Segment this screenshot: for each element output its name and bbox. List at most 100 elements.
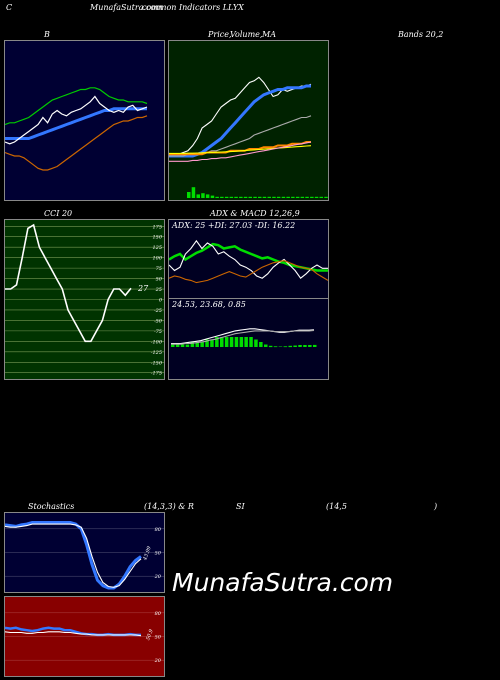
price-title-a: Price, xyxy=(208,30,232,39)
cci-tick-label: 25 xyxy=(155,287,162,293)
watermark: MunafaSutra.com xyxy=(172,568,394,597)
volume-bar xyxy=(253,196,257,198)
volume-bar xyxy=(291,196,295,198)
cci-tick-label: -150 xyxy=(151,360,163,366)
macd-readout: 24.53, 23.68, 0.85 xyxy=(172,300,246,309)
cci-tick-label: -75 xyxy=(154,329,162,335)
macd-hist-bar xyxy=(175,344,180,347)
volume-bar xyxy=(210,195,215,198)
price-panel xyxy=(168,40,329,201)
stock-title: common Indicators LLYX xyxy=(142,3,244,12)
macd-hist-bar xyxy=(254,339,258,347)
volume-bar xyxy=(258,196,262,198)
macd-hist-bar xyxy=(264,344,268,347)
macd-hist-bar xyxy=(229,337,234,347)
volume-bar xyxy=(243,196,248,198)
rsi-panel: 80 50 20 50.9 xyxy=(4,596,165,677)
macd-hist-bar xyxy=(190,342,195,347)
price-ma_short-line xyxy=(169,84,311,158)
volume-bar xyxy=(305,196,309,198)
macd-hist-bar xyxy=(180,344,185,347)
bb-panel xyxy=(4,40,165,201)
rsi-close: ) xyxy=(434,502,438,511)
price-chart xyxy=(169,76,328,198)
volume-bar xyxy=(272,196,276,198)
stoch-d-line xyxy=(5,523,142,588)
macd-signal-line xyxy=(171,329,315,345)
macd-hist-bar xyxy=(298,345,302,347)
volume-bar xyxy=(314,196,319,198)
volume-bar xyxy=(262,196,267,198)
adx-macd-title: ADX & MACD 12,26,9 xyxy=(210,209,300,218)
cci-tick-label: 100 xyxy=(152,256,162,262)
macd-hist-bar xyxy=(249,337,253,347)
adx-panel: ADX: 25 +DI: 27.03 -DI: 16.22 xyxy=(168,219,329,299)
adx-plus_di-line xyxy=(169,239,328,279)
corner-label: C xyxy=(6,3,13,12)
adx-minus_di-line xyxy=(169,260,328,284)
stoch-k-line xyxy=(5,521,142,590)
adx-readout: ADX: 25 +DI: 27.03 -DI: 16.22 xyxy=(172,221,296,230)
macd-hist-bar xyxy=(171,344,175,347)
stoch-last-label: 43.99 xyxy=(142,545,153,562)
rsi-tick-label: 80 xyxy=(155,611,162,617)
volume-bar xyxy=(196,194,200,198)
bb-middle-line xyxy=(5,107,147,140)
macd-hist-bar xyxy=(283,346,288,348)
bb-chart xyxy=(5,87,148,171)
volume-bar xyxy=(324,196,328,198)
volume-bar xyxy=(229,196,234,198)
volume-bar xyxy=(310,196,314,198)
macd-panel: 24.53, 23.68, 0.85 xyxy=(168,298,329,380)
cci-tick-label: 0 xyxy=(159,298,163,304)
cci-tick-label: 50 xyxy=(156,277,163,283)
rsi-params: (14,5 xyxy=(326,502,347,511)
macd-hist-bar xyxy=(268,345,273,348)
price-title-c: MA xyxy=(262,30,276,39)
adx-adx-line xyxy=(169,242,328,272)
cci-chart: 175 150 125 100 75 50 25 0 -25 -50 -75 -100 -125 -150… xyxy=(5,223,164,377)
macd-hist-bar xyxy=(308,345,312,347)
volume-bar xyxy=(220,196,224,198)
volume-bar xyxy=(300,196,305,198)
macd-hist-bar xyxy=(195,342,199,347)
price-price-line xyxy=(169,76,312,157)
cci-panel: 175 150 125 100 75 50 25 0 -25 -50 -75 -100 -125 -150… xyxy=(4,219,165,380)
macd-hist-bar xyxy=(244,337,248,347)
volume-bar xyxy=(239,196,243,198)
cci-tick-label: -175 xyxy=(151,371,162,377)
macd-hist-bar xyxy=(205,339,209,347)
cci-line xyxy=(5,223,132,343)
bands-title: Bands 20,2 xyxy=(398,30,444,39)
macd-hist-bar xyxy=(234,337,239,347)
stoch-title: Stochastics xyxy=(28,502,75,511)
cci-tick-label: -100 xyxy=(151,339,163,345)
cci-tick-label: -125 xyxy=(151,350,162,356)
volume-bar xyxy=(286,196,290,198)
macd-hist-bar xyxy=(200,342,204,347)
volume-bar xyxy=(295,196,300,198)
macd-hist-bar xyxy=(293,345,297,347)
macd-hist-bar xyxy=(303,345,307,347)
bb-price-line xyxy=(5,95,148,145)
cci-tick-label: -50 xyxy=(154,318,163,324)
stoch-chart: 80 50 20 43.99 xyxy=(5,521,164,590)
bb-lower-line xyxy=(5,115,148,171)
volume-bar xyxy=(281,196,286,198)
macd-hist-bar xyxy=(273,346,278,348)
macd-hist-bar xyxy=(239,337,244,347)
volume-bar xyxy=(248,196,252,198)
stoch-panel: 80 50 20 43.99 xyxy=(4,512,165,593)
bb-title: B xyxy=(44,30,50,39)
volume-bar xyxy=(215,196,219,198)
bb-upper-line xyxy=(5,87,148,126)
rsi-rsi-line xyxy=(5,626,141,637)
volume-bar xyxy=(319,196,323,198)
volume-bar xyxy=(187,192,191,198)
macd-hist-bar xyxy=(313,344,317,347)
volume-bar xyxy=(191,187,196,198)
volume-bar xyxy=(205,194,210,198)
stoch-tick-label: 20 xyxy=(154,574,162,580)
macd-hist-bar xyxy=(215,337,219,347)
price-ma_yellow-line xyxy=(169,145,312,154)
